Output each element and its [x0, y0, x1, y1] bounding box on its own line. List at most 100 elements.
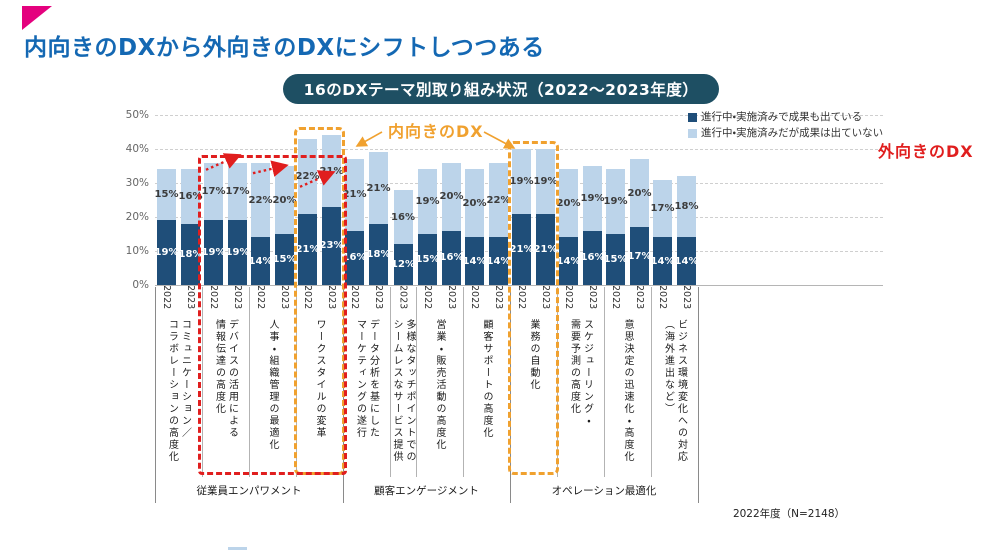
bar-2022: 20% 14%	[557, 169, 580, 285]
segment-done: 18%	[179, 223, 202, 285]
year-label: 2023	[232, 285, 243, 310]
sample-size-note: 2022年度（N=2148）	[732, 508, 846, 520]
bar-2022: 19% 15%	[416, 169, 439, 285]
bar-2022: 22% 14%	[249, 162, 272, 285]
year-label: 2022	[516, 285, 527, 310]
theme-label-area: 2023 多様なタッチポイントでの シームレスなサービス提供	[390, 285, 416, 477]
year-label: 2022	[255, 285, 266, 310]
theme-label-area: 2022 2023 データ分析を基にした マーケティングの遂行	[343, 285, 390, 477]
theme-group: 19% 21% 19% 21% 2022 2023 業務の自動化 20% 14% 19% 16% 20…	[510, 115, 698, 503]
legend-label: 進行中・実施済みで成果も出ている	[701, 111, 863, 123]
year-labels: 2022 2023	[202, 285, 249, 313]
segment-done: 19%	[226, 220, 249, 285]
bar-2022: 19% 21%	[510, 149, 533, 285]
segment-not-yet: 19%	[534, 149, 557, 214]
segment-not-yet: 16%	[391, 189, 415, 245]
year-labels: 2022 2023	[155, 285, 202, 313]
bar-2023: 19% 21%	[534, 149, 557, 285]
segment-done: 19%	[202, 220, 225, 285]
theme-bars: 19%14%19%15%	[155, 503, 202, 550]
legend-swatch-light	[688, 129, 697, 138]
theme-bars: 17% 14% 18% 14%	[651, 115, 698, 285]
bar-2022: 17% 14%	[651, 179, 674, 285]
theme-column: 19% 21% 19% 21% 2022 2023 業務の自動化	[510, 115, 557, 477]
segment-done: 16%	[581, 230, 604, 285]
theme-label-area: 2022 2023 営業・販売活動の高度化	[416, 285, 463, 477]
theme-label-area: 2022 2023 人事・組織管理の最適化	[249, 285, 296, 477]
theme-separator	[390, 287, 391, 477]
bar-2022: 19% 15%	[604, 169, 627, 285]
bar-2022: 15% 19%	[155, 169, 178, 285]
segment-not-yet: 19%	[581, 166, 604, 231]
theme-label-area: 2022 2023 ビジネス環境変化への対応 （海外進出など）	[651, 285, 698, 477]
theme-label-area: 2022 2023 意思決定の迅速化・高度化	[604, 285, 651, 477]
theme-bars: 17% 19% 17% 19%	[202, 115, 249, 285]
segment-not-yet: 20%	[557, 169, 580, 238]
year-label: 2023	[326, 285, 337, 310]
theme-name: データ分析を基にした マーケティングの遂行	[354, 319, 379, 439]
gridline-50	[155, 115, 883, 116]
outward-dx-highlight-box	[198, 155, 347, 475]
theme-separator	[202, 287, 203, 477]
y-axis-label: 30%	[125, 177, 149, 189]
theme-column: 17% 14% 18% 14% 2022 2023 ビジネス環境変化への対応 （海外進出など…	[651, 115, 698, 477]
theme-row: 15% 19% 16% 18% 2022 2023 コミュニケーション／ コラボレーションの…	[155, 115, 343, 477]
segment-done: 14%	[463, 237, 486, 285]
segment-done: 14%	[487, 237, 510, 285]
theme-name: 業務の自動化	[528, 319, 539, 391]
theme-column: 16% 12% 2023 多様なタッチポイントでの シームレスなサービス提供	[390, 115, 416, 477]
segment-not-yet: 15%	[155, 169, 178, 221]
theme-name: 人事・組織管理の最適化	[267, 319, 278, 451]
bar-2023: 16% 18%	[179, 169, 202, 285]
theme-separator	[463, 287, 464, 477]
segment-done: 23%	[320, 206, 343, 285]
segment-not-yet: 17%	[651, 179, 674, 238]
theme-bars: 19% 21% 19% 21%	[510, 115, 557, 285]
group-separator	[698, 287, 699, 503]
theme-group: 19%14%19%15%20222023製品・サービスの 収益モデルの変革19%…	[155, 503, 343, 550]
y-axis-label: 10%	[125, 245, 149, 257]
year-labels: 2022 2023	[651, 285, 698, 313]
year-label: 2022	[302, 285, 313, 310]
page-title: 内向きのDXから外向きのDXにシフトしつつある	[24, 35, 545, 61]
segment-done: 17%	[628, 227, 651, 285]
theme-name: スケジューリング・ 需要予測の高度化	[568, 319, 593, 427]
theme-name: デバイスの活用による 情報伝達の高度化	[213, 319, 238, 439]
year-label: 2022	[657, 285, 668, 310]
theme-row: 19% 21% 19% 21% 2022 2023 業務の自動化 20% 14% 19% 16% 20…	[510, 115, 698, 477]
theme-column: 17%11%19%13%20222023他社との共創、 エコシステム構築	[296, 503, 343, 550]
bar-2022: 17% 19%	[202, 162, 225, 285]
theme-label-area: 2022 2023 コミュニケーション／ コラボレーションの高度化	[155, 285, 202, 477]
year-label: 2023	[634, 285, 645, 310]
theme-name: 営業・販売活動の高度化	[434, 319, 445, 451]
segment-not-yet: 20%	[463, 169, 486, 238]
theme-bars: 15% 19% 16% 18%	[155, 115, 202, 285]
chart-legend: 進行中・実施済みで成果も出ている 進行中・実施済みだが成果は出ていない	[688, 111, 883, 143]
theme-row: 21% 16% 21% 18% 2022 2023 データ分析を基にした マーケティングの遂…	[343, 115, 510, 477]
segment-done: 14%	[557, 237, 580, 285]
stacked-bar-chart: 15% 19% 16% 18% 2022 2023 コミュニケーション／ コラボレーションの…	[155, 115, 883, 550]
year-labels: 2022 2023	[463, 285, 510, 313]
y-axis-label: 0%	[132, 279, 149, 291]
legend-label: 進行中・実施済みだが成果は出ていない	[701, 127, 884, 139]
segment-done: 16%	[343, 230, 366, 285]
legend-item-not-yet: 進行中・実施済みだが成果は出ていない	[688, 127, 883, 140]
segment-not-yet: 21%	[343, 159, 366, 231]
bar-2023: 20% 15%	[273, 166, 296, 285]
segment-done: 21%	[296, 213, 319, 285]
year-label: 2023	[587, 285, 598, 310]
bar-2022: 20% 14%	[463, 169, 486, 285]
segment-done: 15%	[604, 234, 627, 285]
segment-done: 14%	[675, 237, 698, 285]
bar-2023: 21%16%	[228, 547, 247, 550]
outward-dx-annotation: 外向きのDX	[878, 142, 974, 161]
group-label: 従業員エンパワメント	[196, 485, 302, 497]
year-label: 2022	[563, 285, 574, 310]
theme-label-area: 2022 2023 業務の自動化	[510, 285, 557, 477]
year-labels: 2022 2023	[343, 285, 390, 313]
theme-group: 15% 19% 16% 18% 2022 2023 コミュニケーション／ コラボレーションの…	[155, 115, 343, 503]
inward-dx-highlight-box	[508, 141, 559, 475]
legend-item-done: 進行中・実施済みで成果も出ている	[688, 111, 883, 124]
segment-done: 15%	[273, 234, 296, 285]
theme-bars: 20% 14% 19% 16%	[557, 115, 604, 285]
